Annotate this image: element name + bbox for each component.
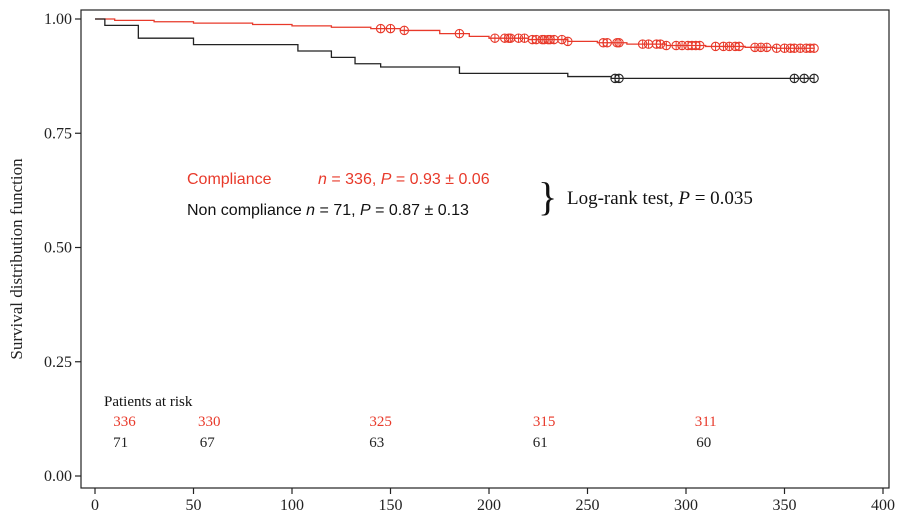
legend-noncompliance-eq2: = 0.87 ± 0.13 [371,202,469,219]
x-tick-label: 350 [773,497,797,514]
at-risk-title: Patients at risk [104,394,193,410]
legend-brace: } [538,174,557,219]
at-risk-compliance: 311 [695,414,717,430]
at-risk-compliance: 315 [533,414,556,430]
legend: Compliance n = 336, P = 0.93 ± 0.06 Non … [187,171,753,219]
y-tick-label: 1.00 [44,11,72,28]
at-risk-noncompliance: 61 [533,435,548,451]
at-risk-noncompliance: 60 [696,435,711,451]
at-risk-noncompliance: 71 [113,435,128,451]
at-risk-noncompliance: 67 [200,435,216,451]
x-tick-label: 150 [379,497,403,514]
logrank-test: Log-rank test, P = 0.035 [567,188,753,209]
y-axis-label: Survival distribution function [7,158,26,360]
at-risk-compliance: 336 [113,414,136,430]
at-risk-noncompliance: 63 [369,435,384,451]
x-tick-label: 300 [674,497,698,514]
legend-compliance-eq2: = 0.93 ± 0.06 [391,171,489,188]
x-tick-label: 0 [91,497,99,514]
logrank-p: P [677,188,690,209]
axes: 0 50 100 150 200 250 300 350 400 0.00 0.25 0.50 0.75… [44,9,895,514]
legend-compliance-n: n [318,171,327,188]
x-tick-label: 100 [280,497,304,514]
survival-curve-compliance [95,18,815,49]
series-compliance [95,18,819,53]
y-tick-label: 0.75 [44,125,72,142]
legend-noncompliance-eq1: = 71, [315,202,360,219]
series-noncompliance [95,18,819,84]
x-tick-label: 400 [871,497,895,514]
legend-noncompliance-p: P [360,202,371,219]
legend-compliance-eq1: = 336, [327,171,381,188]
y-tick-label: 0.00 [44,468,72,485]
at-risk-compliance: 325 [369,414,392,430]
logrank-label: Log-rank test, [567,188,678,209]
y-tick-label: 0.25 [44,354,72,371]
patients-at-risk: Patients at risk 336 330 325 315 311 71 67 63 61… [104,394,717,451]
x-tick-label: 250 [576,497,600,514]
legend-noncompliance: Non compliance n = 71, P = 0.87 ± 0.13 [187,202,469,219]
legend-noncompliance-label: Non compliance [187,202,306,219]
x-tick-label: 200 [477,497,501,514]
series-layer [95,18,819,84]
at-risk-compliance: 330 [198,414,221,430]
legend-compliance-p: P [381,171,392,188]
x-tick-label: 50 [186,497,202,514]
y-tick-label: 0.50 [44,240,72,257]
legend-compliance-label: Compliance [187,171,272,188]
legend-noncompliance-n: n [306,202,315,219]
logrank-value: = 0.035 [690,188,753,209]
survival-curve-noncompliance [95,18,815,80]
plot-frame [80,9,890,489]
legend-compliance: Compliance n = 336, P = 0.93 ± 0.06 [187,171,490,188]
